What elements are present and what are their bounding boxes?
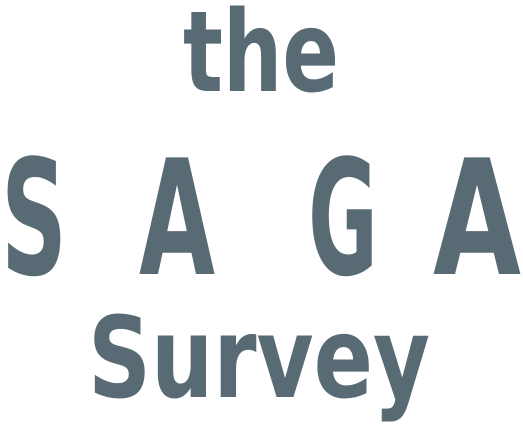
logo-word-survey: Survey (88, 294, 430, 424)
logo-letter-a-first: A (139, 125, 215, 312)
logo-word-the: the (183, 0, 339, 118)
logo-letter-g: G (308, 125, 378, 312)
logo-letter-s: S (1, 125, 67, 312)
logo-letter-a-second: A (433, 125, 521, 312)
